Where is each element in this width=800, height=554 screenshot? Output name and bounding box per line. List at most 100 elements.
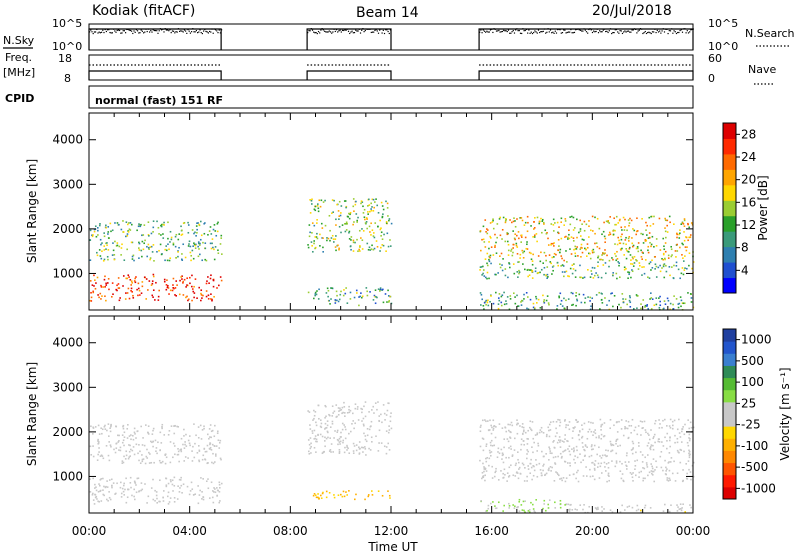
power-echo-1 — [196, 222, 198, 225]
velocity-echo-4 — [573, 447, 575, 449]
nsky-dot — [618, 32, 620, 34]
power-echo-0 — [93, 274, 95, 277]
velocity-echo-0 — [109, 498, 112, 501]
nsky-dot — [386, 29, 388, 31]
velocity-echo-4 — [679, 436, 682, 438]
power-echo-5 — [534, 270, 537, 273]
power-echo-5 — [655, 276, 658, 278]
power-echo-4 — [640, 249, 642, 252]
power-echo-4 — [642, 233, 644, 236]
power-echo-4 — [623, 254, 625, 256]
power-echo-0 — [122, 275, 125, 277]
power-echo-1 — [107, 258, 109, 261]
velocity-echo-4 — [630, 431, 632, 434]
power-echo-2 — [311, 244, 313, 247]
power-echo-1 — [105, 242, 107, 245]
nsky-dot — [545, 32, 547, 34]
velocity-echo-4 — [516, 419, 518, 421]
power-echo-6 — [498, 293, 501, 295]
power-echo-0 — [143, 276, 146, 279]
nsky-dot — [139, 32, 141, 34]
power-echo-0 — [138, 289, 141, 292]
velocity-echo-0 — [171, 479, 174, 482]
velocity-echo-1 — [155, 447, 158, 449]
power-echo-3 — [379, 290, 381, 292]
power-echo-1 — [193, 243, 196, 246]
power-echo-2 — [389, 245, 392, 247]
power-echo-6 — [498, 299, 501, 302]
velocity-echo-3 — [320, 497, 323, 500]
velocity-echo-4 — [502, 461, 505, 464]
power-echo-3 — [328, 299, 331, 302]
power-echo-4 — [541, 231, 543, 234]
velocity-echo-1 — [189, 444, 191, 447]
nsky-dot — [314, 32, 316, 34]
power-echo-4 — [626, 249, 628, 252]
colorbar-tick-label: 4 — [741, 263, 749, 277]
power-echo-4 — [678, 233, 680, 236]
nsky-dot — [651, 31, 654, 33]
power-echo-4 — [580, 243, 583, 246]
velocity-echo-4 — [516, 423, 518, 426]
velocity-echo-1 — [209, 424, 212, 426]
power-echo-0 — [97, 294, 99, 296]
power-echo-4 — [552, 242, 554, 245]
power-echo-3 — [372, 299, 375, 301]
power-echo-4 — [515, 242, 518, 245]
power-echo-6 — [608, 299, 611, 302]
velocity-echo-3 — [387, 490, 389, 492]
power-echo-1 — [197, 222, 199, 224]
nsky-dot — [542, 30, 544, 32]
velocity-colorbar-label: Velocity [m s⁻¹] — [778, 367, 792, 460]
power-echo-0 — [154, 299, 156, 301]
power-echo-4 — [635, 233, 638, 236]
velocity-echo-4 — [631, 448, 634, 451]
velocity-echo-2 — [315, 438, 318, 441]
velocity-echo-0 — [110, 478, 113, 481]
power-echo-1 — [103, 249, 106, 251]
velocity-echo-2 — [390, 412, 392, 414]
power-echo-4 — [675, 256, 677, 258]
power-echo-5 — [625, 267, 627, 270]
velocity-echo-4 — [669, 427, 672, 429]
velocity-echo-4 — [615, 462, 618, 464]
power-echo-4 — [628, 235, 631, 238]
power-echo-3 — [360, 296, 363, 299]
radar-title: Kodiak (fitACF) — [92, 3, 195, 19]
velocity-echo-5 — [481, 471, 484, 474]
colorbar-swatch — [723, 215, 736, 232]
velocity-echo-0 — [94, 487, 96, 489]
power-echo-1 — [211, 242, 213, 245]
velocity-echo-6 — [522, 500, 525, 503]
velocity-echo-4 — [658, 419, 660, 421]
velocity-echo-2 — [338, 449, 341, 451]
power-echo-5 — [597, 276, 600, 279]
power-echo-1 — [149, 258, 151, 261]
velocity-echo-1 — [204, 458, 207, 461]
power-echo-1 — [127, 230, 129, 232]
nsky-dot — [522, 28, 524, 30]
velocity-echo-2 — [336, 438, 339, 441]
velocity-echo-0 — [198, 494, 201, 496]
power-echo-1 — [162, 237, 165, 239]
velocity-echo-0 — [218, 501, 221, 504]
velocity-echo-0 — [218, 490, 221, 493]
velocity-echo-2 — [386, 409, 389, 412]
power-echo-2 — [370, 248, 373, 250]
velocity-echo-4 — [590, 430, 593, 433]
power-echo-1 — [101, 250, 103, 253]
velocity-echo-2 — [356, 408, 359, 410]
nsky-dot — [110, 32, 112, 34]
power-echo-6 — [640, 307, 642, 310]
velocity-echo-4 — [581, 428, 584, 431]
power-echo-0 — [171, 289, 174, 292]
velocity-echo-2 — [337, 407, 340, 409]
nsky-dot — [388, 32, 390, 35]
velocity-echo-5 — [647, 474, 649, 477]
power-echo-4 — [690, 222, 693, 224]
power-echo-3 — [377, 288, 380, 290]
velocity-echo-2 — [364, 415, 367, 418]
velocity-echo-1 — [128, 444, 130, 446]
power-echo-1 — [128, 222, 130, 224]
power-echo-5 — [565, 270, 568, 273]
